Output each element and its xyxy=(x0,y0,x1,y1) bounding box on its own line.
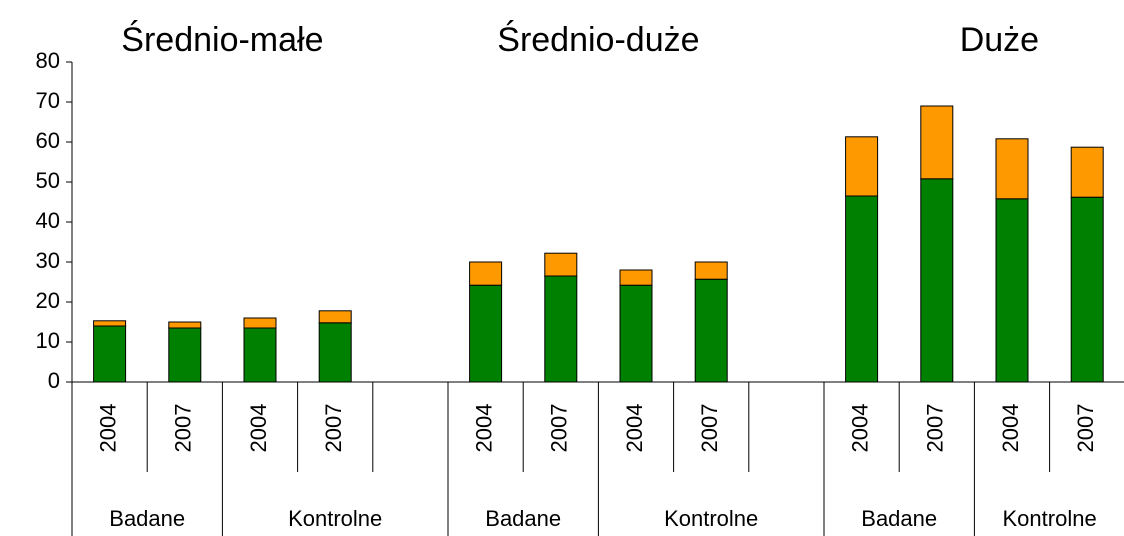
bar-segment xyxy=(1070,196,1104,383)
bar-segment xyxy=(93,325,127,383)
bar-segment xyxy=(694,261,728,280)
bar-segment xyxy=(469,261,503,286)
x-tick-label: 2007 xyxy=(923,404,948,453)
y-tick-label: 40 xyxy=(36,208,60,233)
x-tick-label: 2004 xyxy=(246,404,271,453)
bar-segment xyxy=(318,310,352,324)
y-tick-label: 60 xyxy=(36,128,60,153)
x-tick-label: 2007 xyxy=(321,404,346,453)
bar-segment xyxy=(469,284,503,383)
bar-segment xyxy=(544,275,578,383)
x-tick-label: 2007 xyxy=(171,404,196,453)
subgroup-label: Badane xyxy=(109,506,185,531)
subgroup-label: Badane xyxy=(861,506,937,531)
bar-segment xyxy=(995,138,1029,200)
subgroup-label: Badane xyxy=(485,506,561,531)
x-tick-label: 2004 xyxy=(95,404,120,453)
y-tick-label: 80 xyxy=(36,48,60,73)
group-title: Średnio-małe xyxy=(121,20,323,59)
bar-segment xyxy=(168,321,202,329)
bar-segment xyxy=(694,278,728,383)
bar-segment xyxy=(920,178,954,383)
x-tick-label: 2007 xyxy=(1073,404,1098,453)
y-tick-label: 50 xyxy=(36,168,60,193)
bar-segment xyxy=(845,195,879,383)
subgroup-label: Kontrolne xyxy=(1003,506,1097,531)
y-tick-label: 10 xyxy=(36,328,60,353)
x-tick-label: 2004 xyxy=(471,404,496,453)
y-tick-label: 20 xyxy=(36,288,60,313)
bar-segment xyxy=(243,317,277,329)
bar-segment xyxy=(995,198,1029,383)
x-tick-label: 2004 xyxy=(998,404,1023,453)
bar-segment xyxy=(619,284,653,383)
bar-segment xyxy=(619,269,653,286)
bar-segment xyxy=(168,327,202,383)
bar-segment xyxy=(243,327,277,383)
subgroup-label: Kontrolne xyxy=(288,506,382,531)
x-tick-label: 2007 xyxy=(547,404,572,453)
x-tick-label: 2007 xyxy=(697,404,722,453)
bar-segment xyxy=(318,322,352,383)
bar-segment xyxy=(1070,146,1104,198)
bar-segment xyxy=(920,105,954,180)
x-tick-label: 2004 xyxy=(847,404,872,453)
y-tick-label: 0 xyxy=(48,368,60,393)
bar-segment xyxy=(845,136,879,197)
bar-segment xyxy=(544,252,578,277)
group-title: Średnio-duże xyxy=(497,20,699,59)
y-tick-label: 30 xyxy=(36,248,60,273)
subgroup-label: Kontrolne xyxy=(664,506,758,531)
group-title: Duże xyxy=(960,21,1039,59)
x-tick-label: 2004 xyxy=(622,404,647,453)
bar-segment xyxy=(93,320,127,327)
y-tick-label: 70 xyxy=(36,88,60,113)
